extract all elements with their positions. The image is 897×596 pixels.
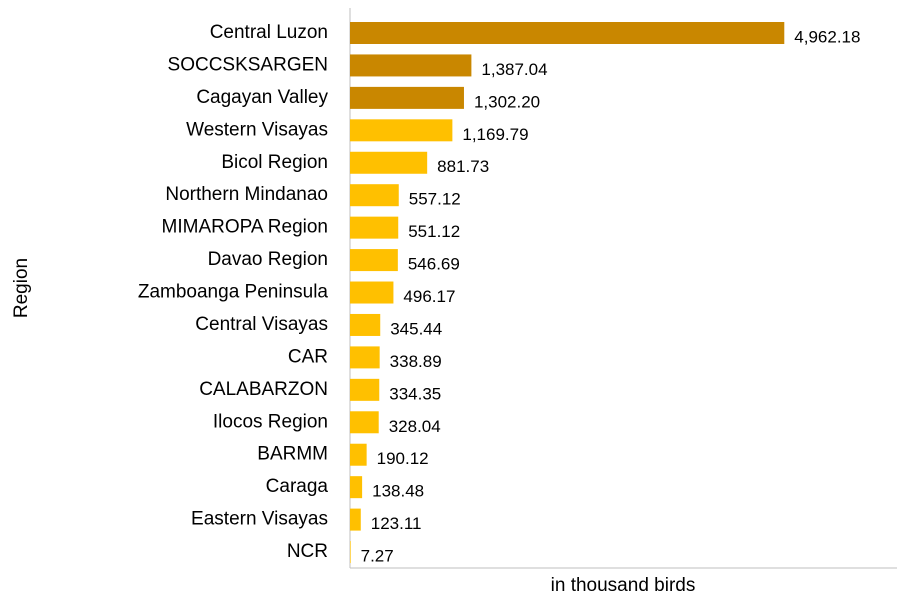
value-label: 338.89 [390,352,442,371]
x-axis-label: in thousand birds [551,575,696,596]
bar [350,249,398,272]
y-axis-label: Region [11,258,32,318]
value-label: 190.12 [377,449,429,468]
y-tick-label: CALABARZON [199,379,328,400]
y-tick-label: Bicol Region [221,152,328,173]
bar [350,313,381,336]
y-tick-label: Western Visayas [186,119,328,140]
y-tick-label: CAR [288,346,328,367]
bar [350,54,472,77]
value-label: 1,302.20 [474,92,540,111]
bar [350,476,363,499]
y-tick-label: Central Visayas [195,314,328,335]
bar [350,86,464,109]
bar [350,22,785,44]
value-label: 551.12 [408,222,460,241]
bar [350,541,351,564]
y-tick-label: Caraga [266,476,329,497]
value-label: 4,962.18 [794,27,860,46]
y-tick-label: MIMAROPA Region [162,217,328,238]
bar [350,281,394,304]
value-label: 138.48 [372,482,424,501]
bar [350,346,380,369]
y-tick-label: SOCCSKSARGEN [168,54,328,75]
y-tick-label: Ilocos Region [213,411,328,432]
value-label: 1,169.79 [462,125,528,144]
y-tick-label: Zamboanga Peninsula [138,282,329,303]
bar [350,443,367,466]
y-tick-label: NCR [287,541,328,562]
y-tick-label: Eastern Visayas [191,509,328,530]
value-label: 334.35 [389,384,441,403]
bar [350,184,399,207]
bar [350,119,453,142]
y-tick-label: Davao Region [208,249,328,270]
value-label: 546.69 [408,255,460,274]
value-label: 123.11 [371,514,422,533]
y-tick-label: Central Luzon [210,22,328,43]
value-label: 345.44 [390,319,442,338]
value-label: 557.12 [409,190,461,209]
value-label: 1,387.04 [481,60,547,79]
bar [350,151,428,174]
bar [350,508,361,531]
y-tick-label: Cagayan Valley [196,87,328,108]
value-label: 7.27 [361,547,394,566]
value-label: 881.73 [437,157,489,176]
y-tick-label: Northern Mindanao [165,184,328,205]
bar [350,411,379,434]
value-label: 496.17 [403,287,455,306]
bar [350,216,399,239]
y-tick-label: BARMM [257,444,328,465]
bar [350,378,380,401]
value-label: 328.04 [389,417,441,436]
